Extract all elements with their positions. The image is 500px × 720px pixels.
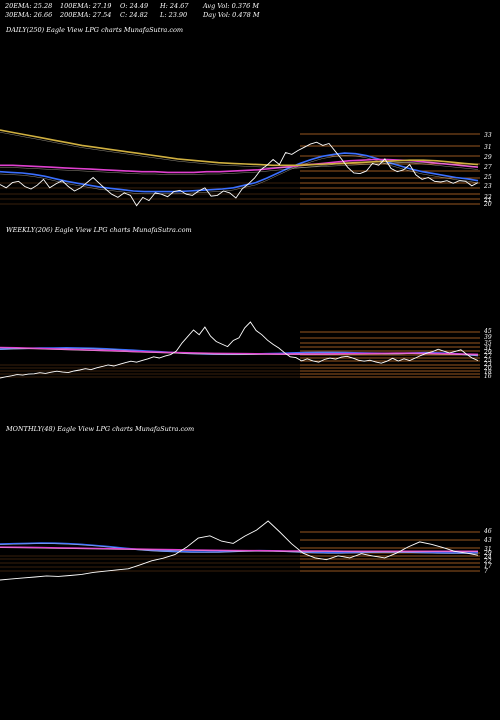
close-stat: C: 24.82 xyxy=(120,11,148,19)
y-tick-label: 20 xyxy=(483,365,492,372)
y-tick-label: 22 xyxy=(483,558,492,565)
y-tick-label: 45 xyxy=(483,328,492,335)
price-line xyxy=(0,141,479,207)
moving-average-line xyxy=(0,346,479,356)
moving-average-band xyxy=(0,347,479,356)
open-stat: O: 24.49 xyxy=(120,2,149,10)
avg-vol-stat: Avg Vol: 0.376 M xyxy=(203,2,260,10)
moving-average-line xyxy=(0,129,479,167)
y-tick-label: 23 xyxy=(483,183,492,190)
moving-average-line xyxy=(0,152,479,193)
y-tick-label: 23 xyxy=(483,361,492,368)
high-stat: H: 24.67 xyxy=(160,2,189,10)
ema100-stat: 100EMA: 27.19 xyxy=(60,2,112,10)
moving-average-band xyxy=(0,131,479,168)
y-tick-label: 43 xyxy=(483,537,492,544)
y-tick-label: 27 xyxy=(483,353,492,360)
low-stat: L: 23.90 xyxy=(160,11,188,19)
y-tick-label: 27 xyxy=(483,164,492,171)
weekly-panel-title: WEEKLY(206) Eagle View LPG charts Munafa… xyxy=(6,226,192,234)
y-tick-label: 24 xyxy=(483,554,492,561)
y-tick-label: 21 xyxy=(483,197,492,204)
ema200-stat: 200EMA: 27.54 xyxy=(60,11,112,19)
ema20-stat: 20EMA: 25.28 xyxy=(5,2,53,10)
y-tick-label: 29 xyxy=(483,550,492,557)
y-tick-label: 31 xyxy=(484,144,492,151)
ema30-stat: 30EMA: 26.66 xyxy=(5,11,53,19)
y-tick-label: 17 xyxy=(484,563,492,570)
y-tick-label: 46 xyxy=(483,528,492,535)
y-tick-label: 31 xyxy=(484,546,492,553)
day-vol-stat: Day Vol: 0.478 M xyxy=(203,11,260,19)
y-tick-label: 20 xyxy=(483,201,492,208)
y-tick-label: 25 xyxy=(483,174,492,181)
y-tick-label: 22 xyxy=(483,194,492,201)
daily-panel-title: DAILY(250) Eagle View LPG charts MunafaS… xyxy=(6,26,184,34)
y-tick-label: 29 xyxy=(483,154,492,161)
monthly-panel-title: MONTHLY(48) Eagle View LPG charts Munafa… xyxy=(6,425,195,433)
y-tick-label: 7 xyxy=(484,568,488,575)
price-line xyxy=(0,520,479,581)
y-tick-label: 16 xyxy=(484,373,492,380)
moving-average-line xyxy=(0,546,478,553)
y-tick-label: 29 xyxy=(483,349,492,356)
y-tick-label: 39 xyxy=(484,334,492,341)
y-tick-label: 25 xyxy=(483,357,492,364)
moving-average-band xyxy=(0,155,479,195)
y-tick-label: 33 xyxy=(484,132,492,139)
price-line xyxy=(0,321,479,379)
moving-average-band xyxy=(0,161,479,175)
y-tick-label: 18 xyxy=(484,369,492,376)
y-tick-label: 35 xyxy=(484,340,492,347)
y-tick-label: 31 xyxy=(484,345,492,352)
